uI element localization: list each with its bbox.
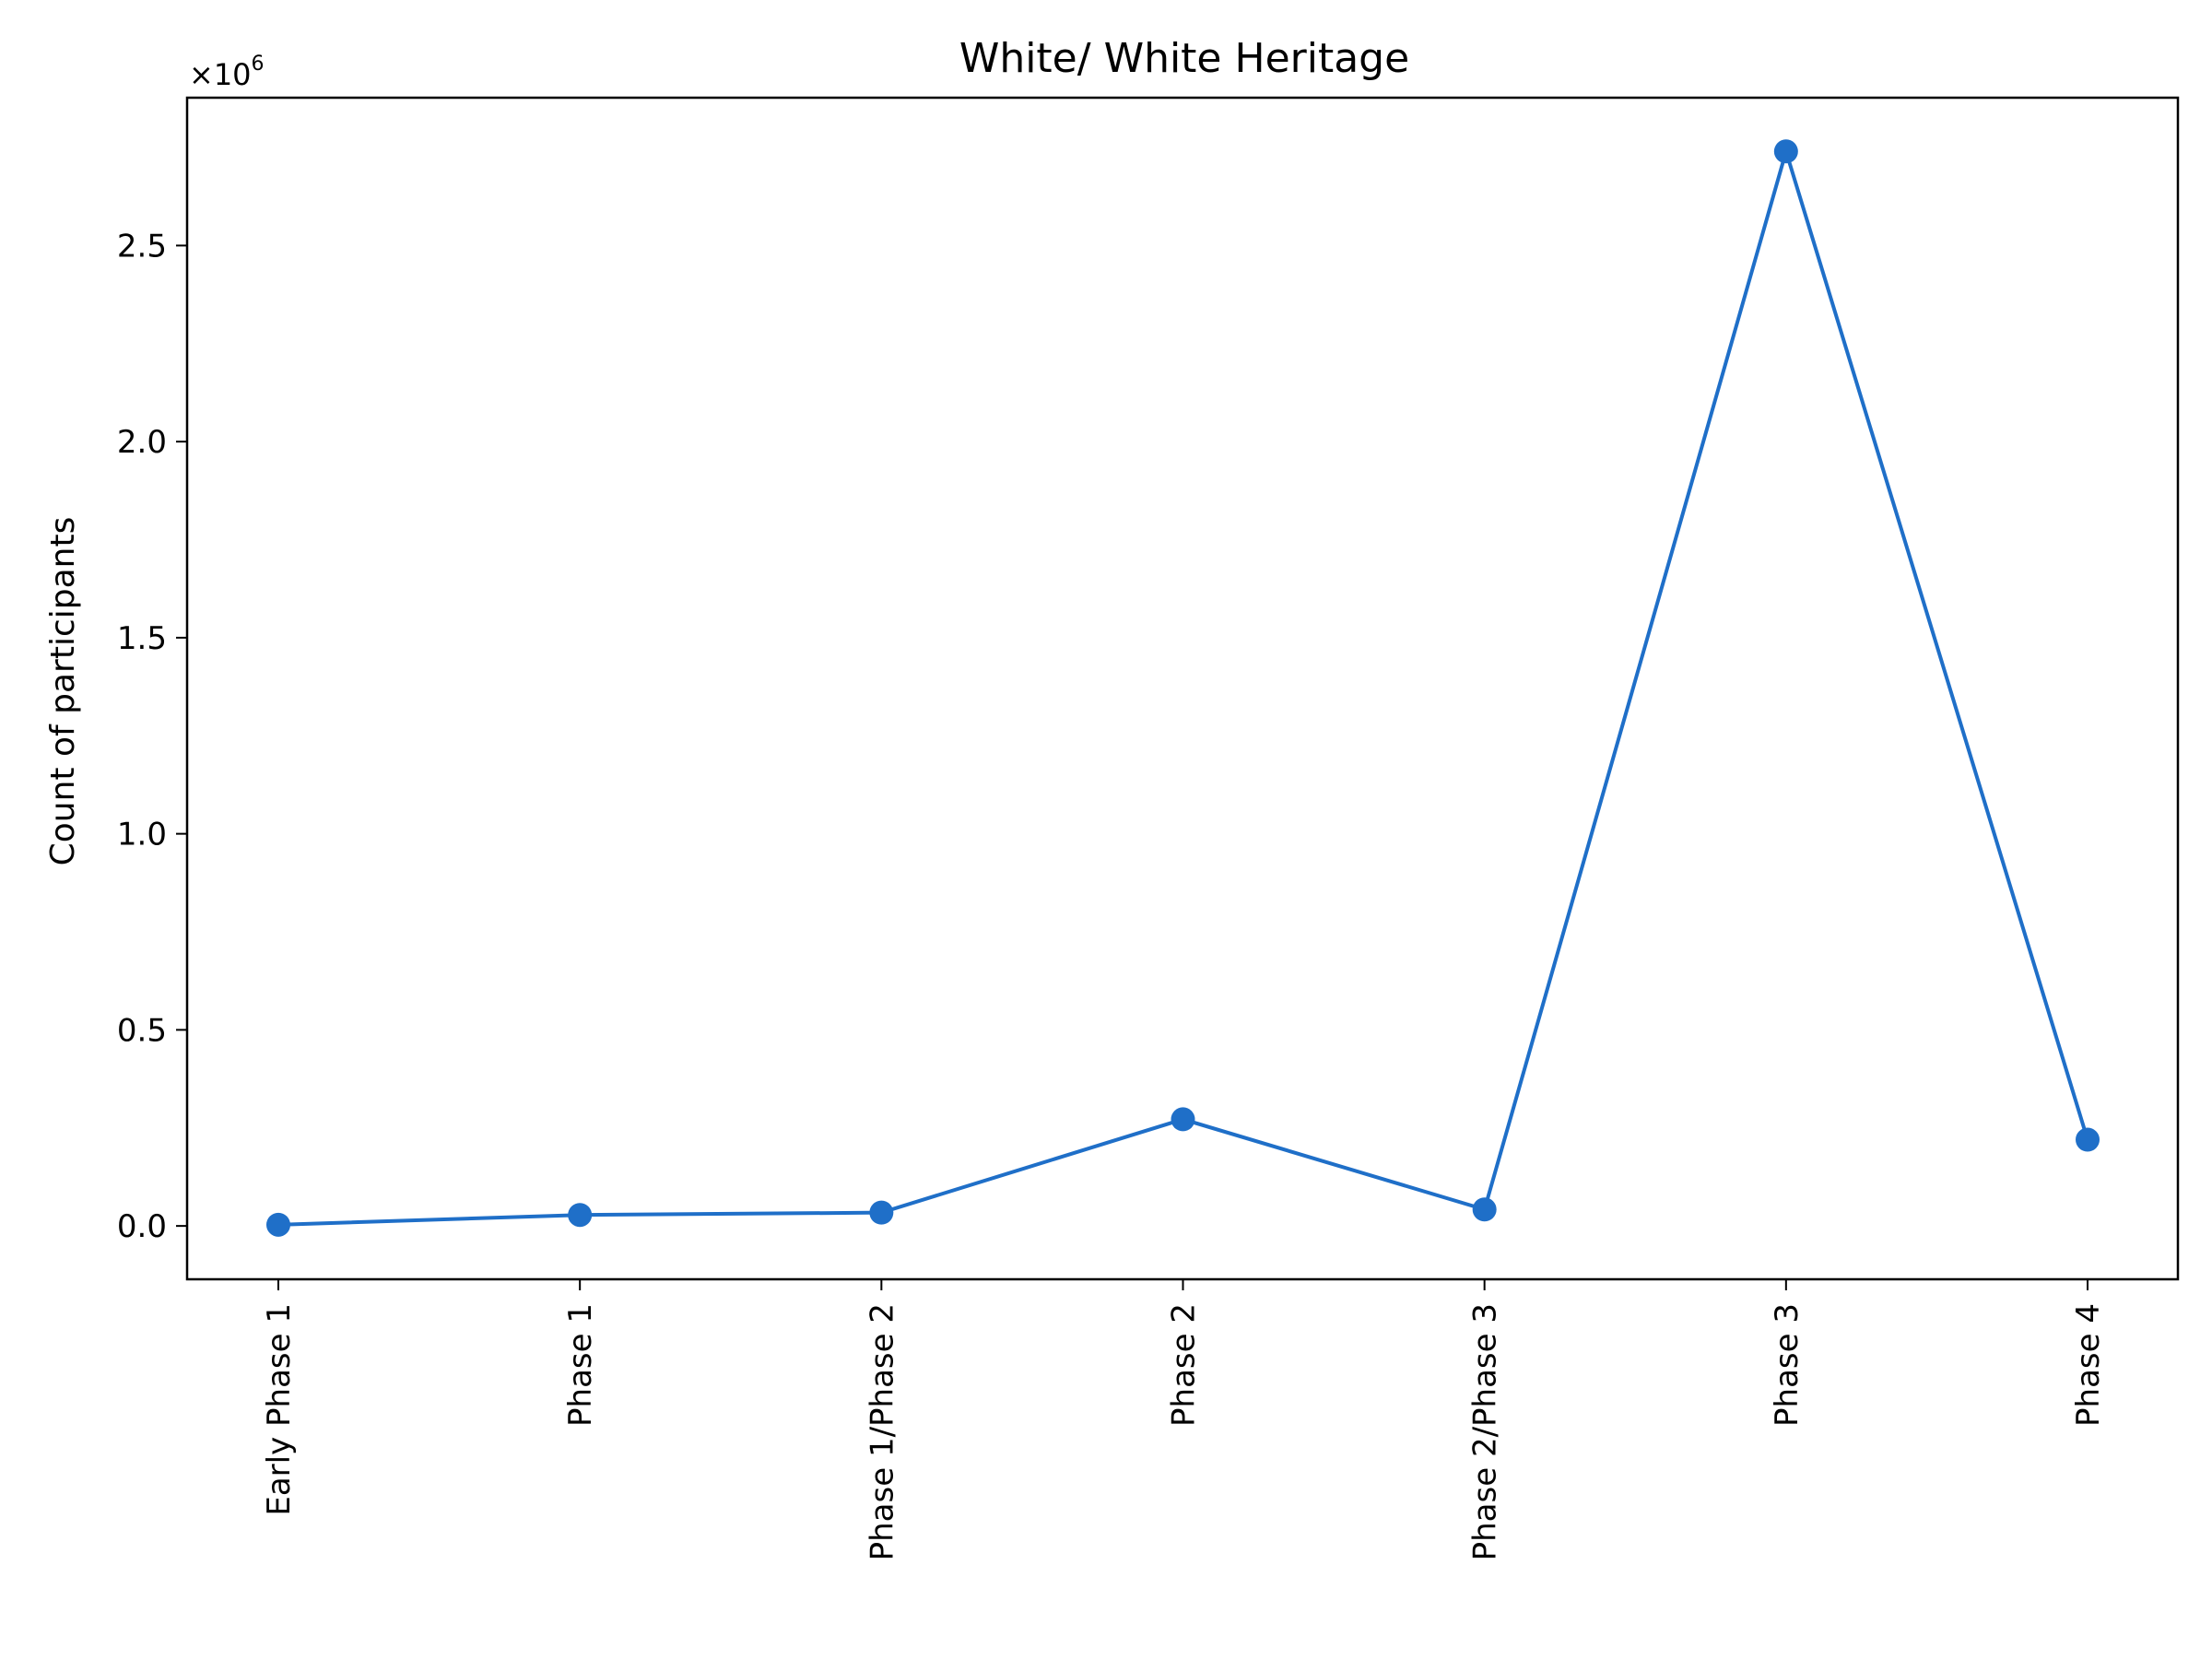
y-tick-label: 2.0 <box>117 424 167 461</box>
data-point <box>1472 1197 1497 1222</box>
data-point <box>568 1203 593 1228</box>
x-tick-label: Phase 1/Phase 2 <box>864 1303 900 1560</box>
x-tick-label: Phase 2/Phase 3 <box>1467 1303 1504 1560</box>
x-tick-label: Phase 1 <box>562 1303 599 1427</box>
x-tick-label: Phase 2 <box>1166 1303 1203 1427</box>
y-tick-label: 2.5 <box>117 228 167 265</box>
x-tick-label: Early Phase 1 <box>261 1303 298 1516</box>
y-tick-label: 1.0 <box>117 817 167 853</box>
y-axis-multiplier: ×106 <box>189 53 265 92</box>
y-tick-label: 0.0 <box>117 1208 167 1245</box>
data-point <box>266 1212 290 1237</box>
data-point <box>869 1200 894 1225</box>
series-line <box>277 145 2089 1227</box>
data-point <box>2076 1127 2100 1152</box>
x-tick-label: Phase 4 <box>2070 1303 2107 1427</box>
chart-title: White/ White Heritage <box>959 35 1409 82</box>
x-tick-label: Phase 3 <box>1769 1303 1806 1427</box>
y-axis-multiplier-exponent: 6 <box>252 53 265 76</box>
plot-area: 0.0 0.5 1.0 1.5 2.0 2.5 Early Phase 1 Phase 1 Ph… <box>117 96 2180 1560</box>
y-axis-label: Count of participants <box>44 517 82 866</box>
y-tick-label: 1.5 <box>117 620 167 657</box>
y-axis-multiplier-base: ×10 <box>189 57 252 92</box>
plot-frame <box>185 96 2180 1281</box>
data-point <box>1171 1107 1195 1132</box>
y-tick-label: 0.5 <box>117 1012 167 1049</box>
data-point <box>1773 139 1798 164</box>
